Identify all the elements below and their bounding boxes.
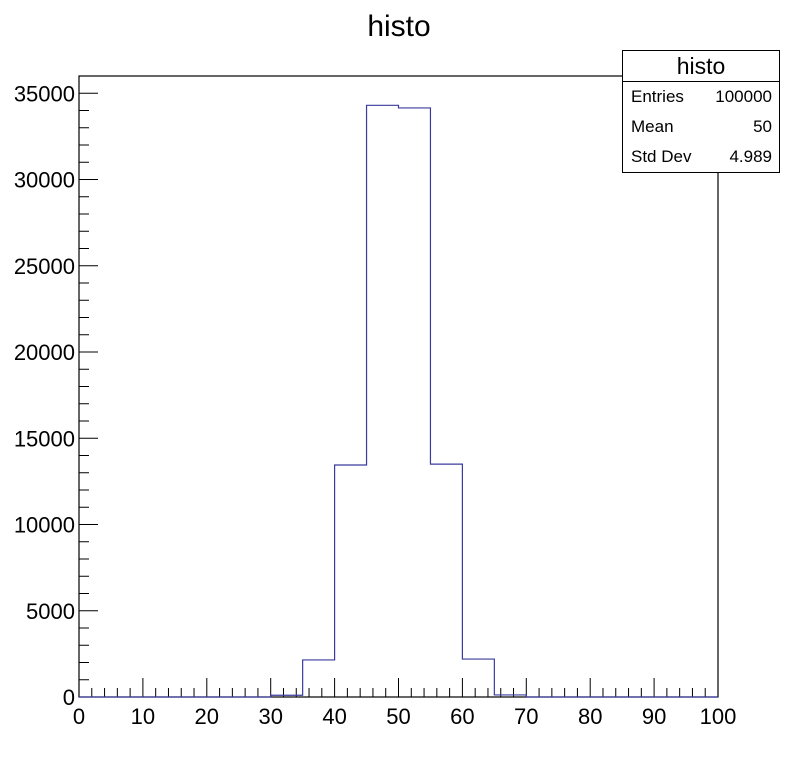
stats-label-entries: Entries xyxy=(631,87,684,106)
x-tick-label: 40 xyxy=(322,704,346,729)
x-tick-label: 70 xyxy=(514,704,538,729)
histogram-bin xyxy=(462,659,494,697)
stats-value-stddev: 4.989 xyxy=(729,147,772,166)
histogram-bin xyxy=(303,660,335,697)
x-tick-label: 100 xyxy=(700,704,737,729)
x-tick-label: 90 xyxy=(642,704,666,729)
histogram-bin xyxy=(399,108,431,697)
stats-row-stddev: Std Dev 4.989 xyxy=(623,142,779,172)
x-tick-label: 0 xyxy=(73,704,85,729)
stats-value-entries: 100000 xyxy=(715,87,772,106)
histogram-outline xyxy=(79,104,718,698)
stats-row-mean: Mean 50 xyxy=(623,112,779,142)
x-tick-label: 80 xyxy=(578,704,602,729)
y-tick-label: 15000 xyxy=(14,426,75,451)
stats-label-mean: Mean xyxy=(631,117,674,136)
y-tick-label: 0 xyxy=(63,685,75,710)
stats-box: histo Entries 100000 Mean 50 Std Dev 4.9… xyxy=(622,50,780,173)
y-tick-label: 35000 xyxy=(14,81,75,106)
y-tick-label: 30000 xyxy=(14,168,75,193)
x-tick-label: 50 xyxy=(386,704,410,729)
stats-title: histo xyxy=(623,51,779,82)
x-tick-label: 10 xyxy=(131,704,155,729)
y-tick-label: 10000 xyxy=(14,513,75,538)
y-tick-label: 20000 xyxy=(14,340,75,365)
x-tick-label: 30 xyxy=(258,704,282,729)
chart-title: histo xyxy=(367,10,430,43)
y-tick-label: 5000 xyxy=(26,599,75,624)
x-tick-label: 20 xyxy=(195,704,219,729)
stats-label-stddev: Std Dev xyxy=(631,147,692,166)
y-tick-label: 25000 xyxy=(14,254,75,279)
histogram-bin xyxy=(367,105,399,697)
histogram-bin xyxy=(335,465,367,697)
histogram-bin xyxy=(430,464,462,697)
x-tick-label: 60 xyxy=(450,704,474,729)
stats-value-mean: 50 xyxy=(753,117,772,136)
stats-row-entries: Entries 100000 xyxy=(623,82,779,112)
